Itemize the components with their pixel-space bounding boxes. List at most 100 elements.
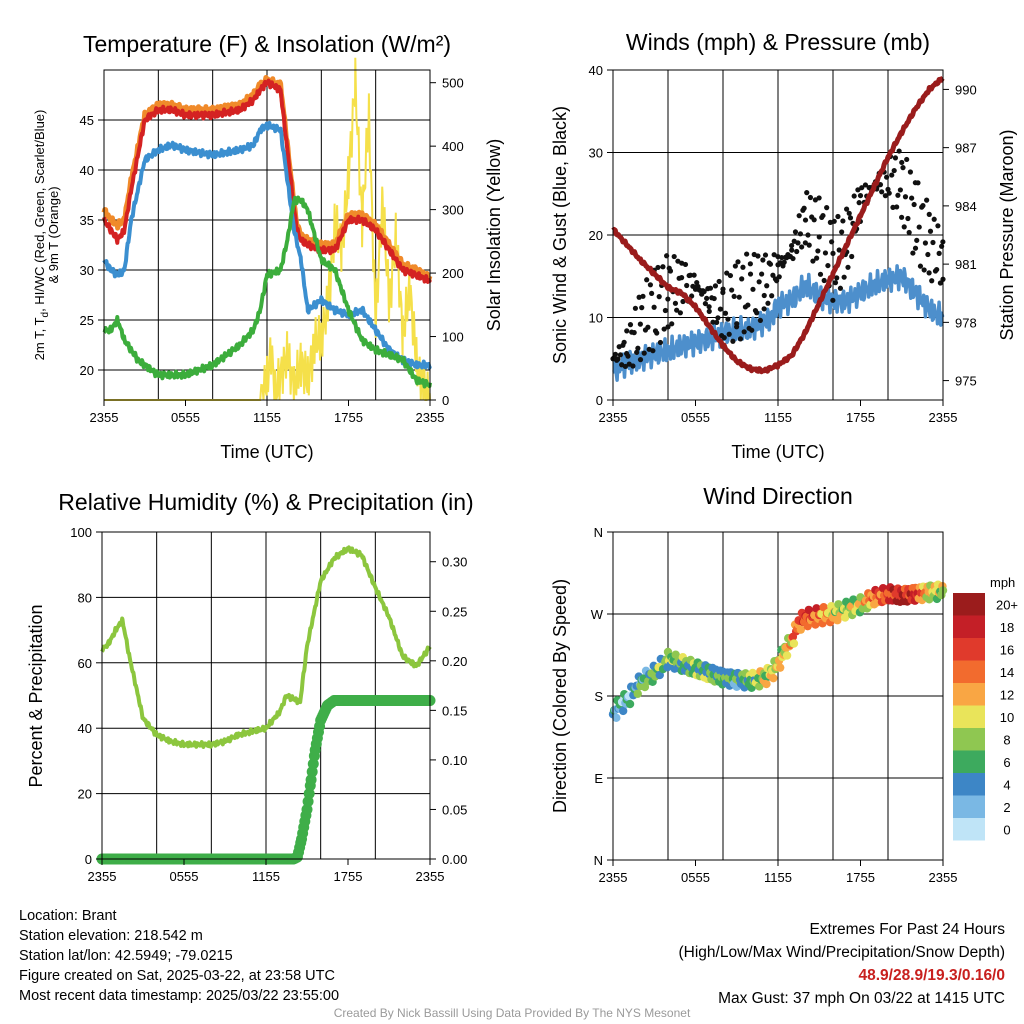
gust-point xyxy=(672,300,679,306)
gust-point xyxy=(792,229,799,235)
gust-point xyxy=(846,210,852,216)
gust-point xyxy=(701,288,707,295)
gust-point xyxy=(635,345,641,351)
gust-point xyxy=(882,193,888,199)
direction-point xyxy=(776,663,785,672)
gust-point xyxy=(894,204,900,210)
gust-point xyxy=(770,272,776,278)
gust-point xyxy=(632,305,639,311)
gust-point xyxy=(715,315,721,321)
gust-point xyxy=(776,274,782,280)
gust-point xyxy=(765,300,771,306)
gust-point xyxy=(740,264,746,270)
gust-point xyxy=(830,297,836,303)
x-tick-label: 1155 xyxy=(253,410,281,425)
gust-point xyxy=(722,310,729,316)
x-tick-label: 1755 xyxy=(846,410,875,425)
gust-point xyxy=(624,328,630,334)
gust-point xyxy=(630,363,636,369)
gust-point xyxy=(736,294,742,300)
temp-ylabel-b: , HI/WC (Red, Green, Scarlet/Blue) xyxy=(32,110,47,312)
y2-tick-label: 975 xyxy=(955,374,977,389)
wind-ticks: 2355 0555 1155 1755 2355 0 10 20 30 40 975 978 981 98… xyxy=(589,63,977,425)
y2-tick-label: 0.30 xyxy=(442,555,467,570)
gust-point xyxy=(924,197,930,203)
gust-point xyxy=(899,214,905,220)
x-tick-label: 2355 xyxy=(416,410,445,425)
gust-point xyxy=(744,251,750,257)
gust-point xyxy=(641,350,647,356)
gust-point xyxy=(795,240,801,246)
gust-point xyxy=(849,253,855,260)
temp-lines xyxy=(101,75,433,389)
gust-point xyxy=(892,155,899,161)
gust-point xyxy=(706,308,712,314)
gust-point xyxy=(925,251,931,258)
gust-point xyxy=(806,242,812,248)
y2-tick-label: 0.10 xyxy=(442,753,467,768)
y2-tick-label: 0.15 xyxy=(442,703,467,718)
gust-point xyxy=(847,215,854,221)
gust-point xyxy=(612,351,619,357)
direction-point xyxy=(782,651,792,660)
y-tick-label: W xyxy=(591,607,604,622)
colorbar-swatch xyxy=(953,593,985,616)
y-tick-label: 35 xyxy=(80,213,94,228)
colorbar-label: 8 xyxy=(1003,732,1010,747)
gust-point xyxy=(820,212,826,219)
colorbar-label: 14 xyxy=(1000,665,1014,680)
colorbar-label: 4 xyxy=(1003,777,1010,792)
temp-ylabel-line2: & 9m T (Orange) xyxy=(46,186,61,283)
gust-point xyxy=(927,228,934,234)
gust-point xyxy=(710,319,716,325)
gust-point xyxy=(829,239,835,245)
gust-point xyxy=(830,250,836,256)
gust-point xyxy=(856,200,862,206)
panel-temperature: Temperature (F) & Insolation (W/m²) 2355… xyxy=(32,31,504,462)
wind-xlabel: Time (UTC) xyxy=(731,442,824,462)
y2-tick-label: 500 xyxy=(442,76,464,91)
gust-point xyxy=(936,250,942,256)
rh-title: Relative Humidity (%) & Precipitation (i… xyxy=(58,489,473,515)
gust-point xyxy=(905,215,911,222)
gust-point xyxy=(841,274,847,280)
gust-point xyxy=(704,295,710,301)
gust-point xyxy=(832,280,839,286)
gust-point xyxy=(915,180,921,186)
colorbar-label: 2 xyxy=(1003,800,1010,815)
credit-line: Created By Nick Bassill Using Data Provi… xyxy=(333,1006,691,1020)
gust-point xyxy=(617,352,624,358)
gust-point xyxy=(761,306,767,312)
gust-point xyxy=(747,261,753,267)
colorbar-swatch xyxy=(953,615,985,638)
series-line-td xyxy=(102,195,432,389)
gust-point xyxy=(665,296,671,302)
gust-point xyxy=(794,248,800,255)
gust-point xyxy=(721,335,727,341)
temp-ylabel-a: 2m T, T xyxy=(32,317,47,360)
gust-point xyxy=(734,321,740,327)
gust-point xyxy=(840,218,846,224)
colorbar-label: 20+ xyxy=(996,597,1018,612)
y-tick-label: 40 xyxy=(80,163,94,178)
gust-point xyxy=(807,194,814,201)
gust-point xyxy=(912,245,919,251)
gust-point xyxy=(811,217,817,223)
direction-point xyxy=(618,706,628,716)
gust-point xyxy=(902,194,909,200)
rh-ylabel: Percent & Precipitation xyxy=(26,604,46,787)
gust-point xyxy=(729,287,735,293)
gust-point xyxy=(717,306,723,312)
y-tick-label: 100 xyxy=(70,525,92,540)
figure-created: Figure created on Sat, 2025-03-22, at 23… xyxy=(19,968,335,984)
y-tick-label: 20 xyxy=(80,363,94,378)
gust-point xyxy=(682,261,689,268)
dir-colorbar: mph 20+ 18 16 14 12 10 8 6 4 2 0 xyxy=(953,575,1018,841)
gust-point xyxy=(901,224,907,230)
x-tick-label: 2355 xyxy=(929,410,958,425)
gust-point xyxy=(884,174,890,180)
y-tick-label: 0 xyxy=(85,852,92,867)
gust-point xyxy=(910,250,916,256)
colorbar-swatch xyxy=(953,683,985,706)
rh-lines xyxy=(96,545,436,865)
